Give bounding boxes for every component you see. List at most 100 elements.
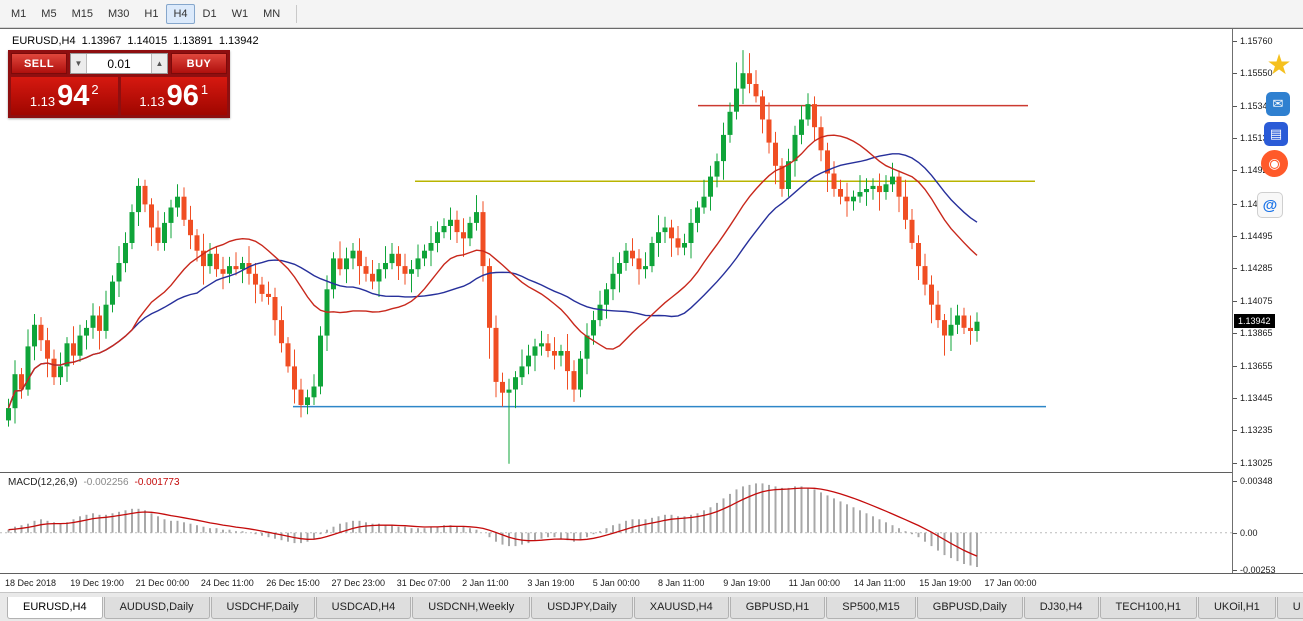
price-chart[interactable] xyxy=(0,30,1232,472)
pane-splitter[interactable] xyxy=(0,472,1303,473)
price-axis-label: 1.15340 xyxy=(1240,100,1273,111)
time-axis-label: 11 Jan 00:00 xyxy=(788,578,840,588)
mention-icon[interactable]: @ xyxy=(1257,192,1283,218)
price-axis-label: 1.14285 xyxy=(1240,263,1273,274)
timeframe-toolbar: M1 M5 M15 M30 H1 H4 D1 W1 MN xyxy=(0,0,1303,28)
chart-tab-u[interactable]: U xyxy=(1276,597,1303,619)
timeframe-button-m15[interactable]: M15 xyxy=(71,7,93,20)
timeframe-button-h4[interactable]: H4 xyxy=(166,3,195,24)
price-axis-label: 1.14705 xyxy=(1240,199,1273,209)
chart-tab-usdcnh-weekly[interactable]: USDCNH,Weekly xyxy=(412,597,531,619)
time-axis-label: 9 Jan 19:00 xyxy=(723,578,771,588)
price-axis-label: 1.15760 xyxy=(1240,35,1273,46)
price-axis-label: 1.14920 xyxy=(1240,165,1273,176)
lot-size-input[interactable]: 0.01 xyxy=(87,54,151,73)
axis-tick-mark xyxy=(1233,203,1237,205)
price-chart-svg[interactable] xyxy=(0,30,1232,472)
axis-tick-mark xyxy=(1233,170,1237,172)
timeframe-button-h1[interactable]: H1 xyxy=(144,7,159,20)
time-axis-label: 27 Dec 23:00 xyxy=(331,578,386,588)
time-axis-label: 26 Dec 15:00 xyxy=(266,578,320,588)
price-axis-label: 1.13865 xyxy=(1240,328,1273,339)
price-axis-label: 1.13445 xyxy=(1240,393,1273,404)
time-axis-label: 15 Jan 19:00 xyxy=(919,578,972,588)
buy-price-prefix: 1.13 xyxy=(139,93,165,109)
chart-tab-dj30-h4[interactable]: DJ30,H4 xyxy=(1023,597,1099,619)
panel-icon[interactable]: ▤ xyxy=(1264,122,1288,146)
time-axis-divider xyxy=(0,573,1303,574)
one-click-trading-panel: SELL ▼ 0.01 ▲ BUY 1.13 94 2 1.13 96 1 xyxy=(8,50,230,118)
price-axis-label: 1.15130 xyxy=(1240,133,1273,144)
buy-price-big-digits: 96 xyxy=(166,80,199,112)
axis-tick-mark xyxy=(1233,73,1237,75)
chart-ohlc-header: EURUSD,H4 1.13967 1.14015 1.13891 1.1394… xyxy=(12,35,259,47)
hot-icon[interactable]: ◉ xyxy=(1261,150,1288,177)
timeframe-button-mn[interactable]: MN xyxy=(263,7,281,20)
time-axis-label: 24 Dec 11:00 xyxy=(200,578,254,588)
price-axis-label: 1.13655 xyxy=(1240,360,1273,371)
time-axis-label: 31 Dec 07:00 xyxy=(396,578,451,588)
lot-decrease-button[interactable]: ▼ xyxy=(71,54,87,73)
chart-tab-usdchf-daily[interactable]: USDCHF,Daily xyxy=(210,597,315,619)
price-axis-label: 0.00348 xyxy=(1240,475,1273,486)
chart-tab-audusd-daily[interactable]: AUDUSD,Daily xyxy=(103,597,210,619)
price-axis-label: 0.00 xyxy=(1240,527,1258,538)
price-axis[interactable]: 1.13942 1.15760 1.15550 1.15340 1.15130 1.14… xyxy=(1232,29,1303,575)
axis-tick-mark xyxy=(1233,462,1237,464)
time-axis[interactable]: 18 Dec 2018 19 Dec 19:00 21 Dec 00:00 24 De… xyxy=(0,574,1303,593)
chart-tab-gbpusd-daily[interactable]: GBPUSD,Daily xyxy=(916,597,1023,619)
macd-svg[interactable] xyxy=(0,473,1232,573)
chart-tab-xauusd-h4[interactable]: XAUUSD,H4 xyxy=(633,597,729,619)
chart-tab-usdjpy-daily[interactable]: USDJPY,Daily xyxy=(531,597,633,619)
chart-tab-sp500-m15[interactable]: SP500,M15 xyxy=(826,597,916,619)
chart-symbol-label: EURUSD,H4 xyxy=(12,35,76,47)
axis-tick-mark xyxy=(1233,40,1237,42)
chart-tab-gbpusd-h1[interactable]: GBPUSD,H1 xyxy=(729,597,826,619)
chart-tab-eurusd-h4[interactable]: EURUSD,H4 xyxy=(7,597,103,619)
time-axis-label: 8 Jan 11:00 xyxy=(658,578,705,588)
chart-tabbar: EURUSD,H4 AUDUSD,Daily USDCHF,Daily USDCAD,… xyxy=(0,592,1303,621)
favorites-star-icon[interactable]: ★ xyxy=(1266,48,1292,80)
axis-tick-mark xyxy=(1233,333,1237,335)
time-axis-label: 17 Jan 00:00 xyxy=(984,578,1037,588)
price-axis-label: 1.13235 xyxy=(1240,425,1273,436)
sell-price-big-digits: 94 xyxy=(57,80,90,112)
timeframe-button-m5[interactable]: M5 xyxy=(41,7,57,20)
ohlc-high: 1.14015 xyxy=(127,35,168,47)
chart-window[interactable]: EURUSD,H4 1.13967 1.14015 1.13891 1.1394… xyxy=(0,28,1303,593)
chart-tab-usdcad-h4[interactable]: USDCAD,H4 xyxy=(315,597,412,619)
axis-tick-mark xyxy=(1233,570,1237,572)
axis-tick-mark xyxy=(1233,430,1237,432)
sell-price-prefix: 1.13 xyxy=(29,93,56,109)
timeframe-button-m1[interactable]: M1 xyxy=(11,7,27,20)
chart-tab-tech100-h1[interactable]: TECH100,H1 xyxy=(1099,597,1197,619)
lot-size-group: ▼ 0.01 ▲ xyxy=(70,53,168,74)
buy-button[interactable]: BUY xyxy=(171,53,227,74)
axis-tick-mark xyxy=(1233,138,1237,140)
macd-signal-value: -0.001773 xyxy=(134,477,180,488)
price-axis-label: 1.14075 xyxy=(1240,295,1273,306)
buy-price-display[interactable]: 1.13 96 1 xyxy=(120,77,227,115)
time-axis-label: 19 Dec 19:00 xyxy=(70,578,124,588)
axis-tick-mark xyxy=(1233,365,1237,367)
time-axis-label: 21 Dec 00:00 xyxy=(135,578,190,588)
axis-tick-mark xyxy=(1233,105,1237,107)
macd-name: MACD(12,26,9) xyxy=(8,477,78,488)
timeframe-button-w1[interactable]: W1 xyxy=(231,7,249,20)
sell-button[interactable]: SELL xyxy=(11,53,67,74)
axis-tick-mark xyxy=(1233,480,1237,482)
axis-tick-mark xyxy=(1233,398,1237,400)
axis-tick-mark xyxy=(1233,532,1237,534)
notes-icon[interactable]: ✉ xyxy=(1266,92,1290,116)
lot-increase-button[interactable]: ▲ xyxy=(151,54,167,73)
sell-price-display[interactable]: 1.13 94 2 xyxy=(11,77,118,115)
macd-main-value: -0.002256 xyxy=(83,477,129,488)
timeframe-button-d1[interactable]: D1 xyxy=(202,7,217,20)
ohlc-open: 1.13967 xyxy=(81,35,122,47)
timeframe-button-m30[interactable]: M30 xyxy=(107,7,130,20)
time-axis-label: 18 Dec 2018 xyxy=(5,578,57,588)
macd-indicator-pane[interactable] xyxy=(0,473,1232,573)
chart-tab-ukoil-h1[interactable]: UKOil,H1 xyxy=(1197,597,1276,619)
axis-tick-mark xyxy=(1233,300,1237,302)
